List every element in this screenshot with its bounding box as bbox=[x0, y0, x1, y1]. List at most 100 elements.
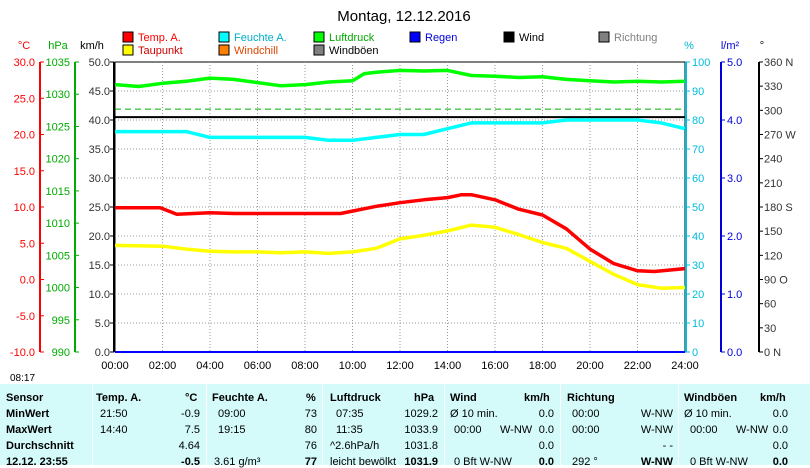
axis-label-humidity: 10 bbox=[692, 318, 704, 330]
legend-swatch bbox=[313, 44, 325, 56]
axis-label-temp: 5.0 bbox=[20, 238, 35, 250]
axis-label-temp: 20.0 bbox=[14, 130, 35, 142]
axis-label-direction: 240 bbox=[764, 154, 782, 166]
legend-swatch bbox=[218, 31, 230, 43]
axis-label-wind: 50.0 bbox=[89, 57, 110, 69]
axis-label-wind: 35.0 bbox=[89, 144, 110, 156]
pressure-trend: ^2.6hPa/h bbox=[330, 440, 380, 452]
avg-wind-value: 0.0 bbox=[538, 440, 554, 452]
axis-label-pressure: 1000 bbox=[46, 283, 70, 295]
min-hum-value: 73 bbox=[304, 408, 317, 420]
x-tick-label: 14:00 bbox=[434, 360, 462, 372]
axis-label-rain: 4.0 bbox=[727, 115, 742, 127]
axis-label-wind: 40.0 bbox=[89, 115, 110, 127]
current-press-value: 1031.9 bbox=[404, 456, 438, 468]
current-wind-value: 0.0 bbox=[538, 456, 554, 468]
axis-label-wind: 45.0 bbox=[89, 86, 110, 98]
axis-label-humidity: 60 bbox=[692, 173, 704, 185]
chart-axes: 00:00 02:00 04:00 06:00 08:00 10:00 12:00 14:00… bbox=[10, 40, 796, 372]
max-temp-time: 14:40 bbox=[100, 424, 128, 436]
row-label: MinWert bbox=[6, 408, 50, 420]
current-temp-value: -0.5 bbox=[181, 456, 200, 468]
row-label: MaxWert bbox=[6, 424, 52, 436]
axis-label-wind: 10.0 bbox=[89, 289, 110, 301]
header-wind-unit: km/h bbox=[524, 392, 550, 404]
axis-label-humidity: 90 bbox=[692, 86, 704, 98]
min-press-value: 1029.2 bbox=[404, 408, 438, 420]
min-wind-time: Ø 10 min. bbox=[450, 408, 498, 420]
max-wind-direction: W-NW bbox=[500, 424, 533, 436]
header-humidity-unit: % bbox=[306, 392, 316, 404]
legend-label: Windchill bbox=[234, 45, 278, 57]
series-line-feuchte-a- bbox=[115, 118, 686, 143]
legend-label: Temp. A. bbox=[138, 32, 181, 44]
x-tick-label: 20:00 bbox=[576, 360, 604, 372]
legend-swatch bbox=[409, 31, 421, 43]
axis-unit-pressure: hPa bbox=[48, 40, 68, 52]
legend-label: Regen bbox=[425, 32, 457, 44]
header-sensor: Sensor bbox=[6, 392, 44, 404]
max-wind-time: 00:00 bbox=[454, 424, 482, 436]
x-tick-label: 10:00 bbox=[339, 360, 367, 372]
x-tick-label: 22:00 bbox=[624, 360, 652, 372]
avg-hum-value: 76 bbox=[304, 440, 317, 452]
axis-label-direction: 90 O bbox=[764, 275, 788, 287]
min-dir-value: W-NW bbox=[640, 408, 673, 420]
header-gust-unit: km/h bbox=[760, 392, 786, 404]
axis-label-wind: 5.0 bbox=[95, 318, 110, 330]
axis-label-wind: 25.0 bbox=[89, 202, 110, 214]
axis-label-pressure: 1030 bbox=[46, 89, 70, 101]
marker-time: 08:17 bbox=[10, 373, 35, 384]
axis-label-direction: 210 bbox=[764, 178, 782, 190]
legend-swatch bbox=[313, 31, 325, 43]
max-gust-direction: W-NW bbox=[736, 424, 769, 436]
axis-label-direction: 150 bbox=[764, 226, 782, 238]
min-hum-time: 09:00 bbox=[218, 408, 246, 420]
avg-press-value: 1031.8 bbox=[404, 440, 438, 452]
legend-swatch bbox=[598, 31, 610, 43]
axis-label-direction: 180 S bbox=[764, 202, 793, 214]
legend-label: Taupunkt bbox=[138, 45, 183, 57]
axis-label-temp: 30.0 bbox=[14, 57, 35, 69]
max-hum-time: 19:15 bbox=[218, 424, 246, 436]
axis-label-humidity: 0 bbox=[692, 347, 698, 359]
axis-label-rain: 1.0 bbox=[727, 289, 742, 301]
min-dir-time: 00:00 bbox=[572, 408, 600, 420]
axis-label-temp: 10.0 bbox=[14, 202, 35, 214]
max-dir-value: W-NW bbox=[640, 424, 673, 436]
row-label: 12.12. 23:55 bbox=[6, 456, 68, 468]
x-tick-label: 16:00 bbox=[481, 360, 509, 372]
axis-label-temp: 25.0 bbox=[14, 93, 35, 105]
axis-label-rain: 2.0 bbox=[727, 231, 742, 243]
min-gust-time: Ø 10 min. bbox=[684, 408, 732, 420]
x-tick-label: 24:00 bbox=[671, 360, 699, 372]
axis-label-direction: 300 bbox=[764, 105, 782, 117]
max-hum-value: 80 bbox=[304, 424, 317, 436]
current-dir-value: W-NW bbox=[640, 456, 673, 468]
axis-unit-temp: °C bbox=[18, 40, 30, 52]
x-tick-label: 00:00 bbox=[101, 360, 129, 372]
axis-label-humidity: 80 bbox=[692, 115, 704, 127]
axis-label-direction: 330 bbox=[764, 81, 782, 93]
axis-label-direction: 30 bbox=[764, 323, 776, 335]
axis-label-humidity: 20 bbox=[692, 289, 704, 301]
header-direction: Richtung bbox=[567, 392, 615, 404]
axis-label-wind: 30.0 bbox=[89, 173, 110, 185]
max-wind-value: 0.0 bbox=[538, 424, 554, 436]
chart-series bbox=[114, 68, 686, 353]
min-wind-value: 0.0 bbox=[538, 408, 554, 420]
current-gust-bft: 0 Bft W-NW bbox=[690, 456, 748, 468]
axis-label-humidity: 40 bbox=[692, 231, 704, 243]
max-press-time: 11:35 bbox=[336, 424, 363, 436]
header-temp: Temp. A. bbox=[96, 392, 142, 404]
current-weather: leicht bewölkt bbox=[330, 456, 397, 468]
axis-label-humidity: 100 bbox=[692, 57, 710, 69]
axis-label-direction: 360 N bbox=[764, 57, 793, 69]
axis-label-humidity: 70 bbox=[692, 144, 704, 156]
axis-label-direction: 120 bbox=[764, 250, 782, 262]
header-pressure-unit: hPa bbox=[414, 392, 435, 404]
axis-label-wind: 0.0 bbox=[95, 347, 110, 359]
series-line-temp-a- bbox=[115, 192, 686, 274]
current-abs-humidity: 3.61 g/m³ bbox=[214, 456, 261, 468]
header-pressure: Luftdruck bbox=[330, 392, 381, 404]
